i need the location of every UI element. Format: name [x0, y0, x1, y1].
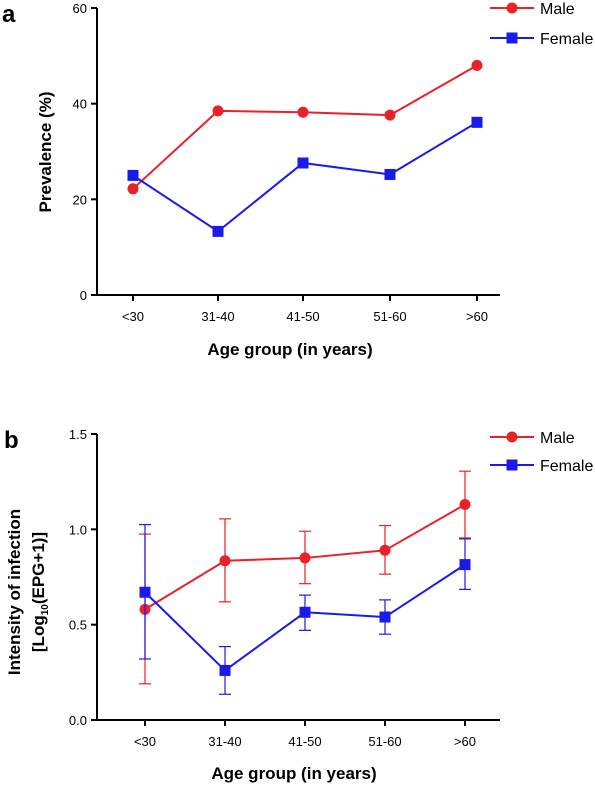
data-point-male [127, 183, 139, 195]
y-axis-title-b: Intensity of infection [5, 509, 24, 675]
data-point-female [471, 116, 483, 128]
x-tick-label: 41-50 [286, 309, 319, 324]
y-tick-label: 0.5 [69, 618, 87, 633]
x-tick-label: 31-40 [201, 309, 234, 324]
panel-b: b Intensity of infection [Log10(EPG+1)] … [4, 427, 593, 783]
x-tick-label: >60 [466, 309, 488, 324]
x-axis-title-a: Age group (in years) [207, 340, 372, 359]
y-axis-subtitle-b: [Log10(EPG+1)] [29, 532, 51, 652]
legend-label: Male [540, 1, 575, 18]
data-point-male [384, 109, 396, 121]
y-tick-label: 0 [80, 288, 87, 303]
x-tick-label: 51-60 [373, 309, 406, 324]
data-point-female [379, 611, 391, 623]
data-point-female [297, 157, 309, 169]
y-tick-label: 1.0 [69, 522, 87, 537]
series-line-female [132, 121, 478, 233]
y-subtitle-rest: (EPG+1) [29, 538, 48, 605]
panel-a: a Prevalence (%) Age group (in years) 0 2… [2, 1, 593, 359]
legend-label: Female [540, 31, 593, 48]
y-tick-label: 20 [73, 192, 87, 207]
y-tick-label: 1.5 [69, 427, 87, 442]
data-point-male [297, 106, 309, 118]
data-point-female [127, 169, 139, 181]
y-subtitle-log: Log [29, 615, 48, 646]
y-axis-title-a: Prevalence (%) [36, 92, 55, 213]
panel-letter-b: b [4, 427, 19, 454]
data-point-female [219, 664, 231, 676]
legend-marker [506, 2, 518, 14]
x-tick-label: >60 [454, 734, 476, 749]
data-point-male [471, 59, 483, 71]
x-tick-label: <30 [134, 734, 156, 749]
x-tick-label: <30 [122, 309, 144, 324]
y-tick-label: 40 [73, 97, 87, 112]
data-point-female [459, 559, 471, 571]
data-point-male [212, 105, 224, 117]
data-point-female [299, 606, 311, 618]
data-point-male [379, 544, 391, 556]
y-subtitle-sub: 10 [40, 604, 51, 616]
data-point-female [384, 168, 396, 180]
x-tick-label: 51-60 [368, 734, 401, 749]
legend-label: Female [540, 458, 593, 475]
x-tick-label: 41-50 [288, 734, 321, 749]
data-point-female [139, 586, 151, 598]
legend-marker [506, 431, 518, 443]
x-tick-label: 31-40 [208, 734, 241, 749]
x-axis-title-b: Age group (in years) [211, 764, 376, 783]
legend-marker [506, 32, 518, 44]
data-point-male [219, 555, 231, 567]
data-point-female [212, 225, 224, 237]
legend-label: Male [540, 430, 575, 447]
panel-letter-a: a [2, 1, 16, 28]
y-tick-label: 60 [73, 1, 87, 16]
series-line-male [132, 64, 478, 190]
data-point-male [299, 552, 311, 564]
legend-marker [506, 459, 518, 471]
y-tick-label: 0.0 [69, 713, 87, 728]
data-point-male [459, 499, 471, 511]
